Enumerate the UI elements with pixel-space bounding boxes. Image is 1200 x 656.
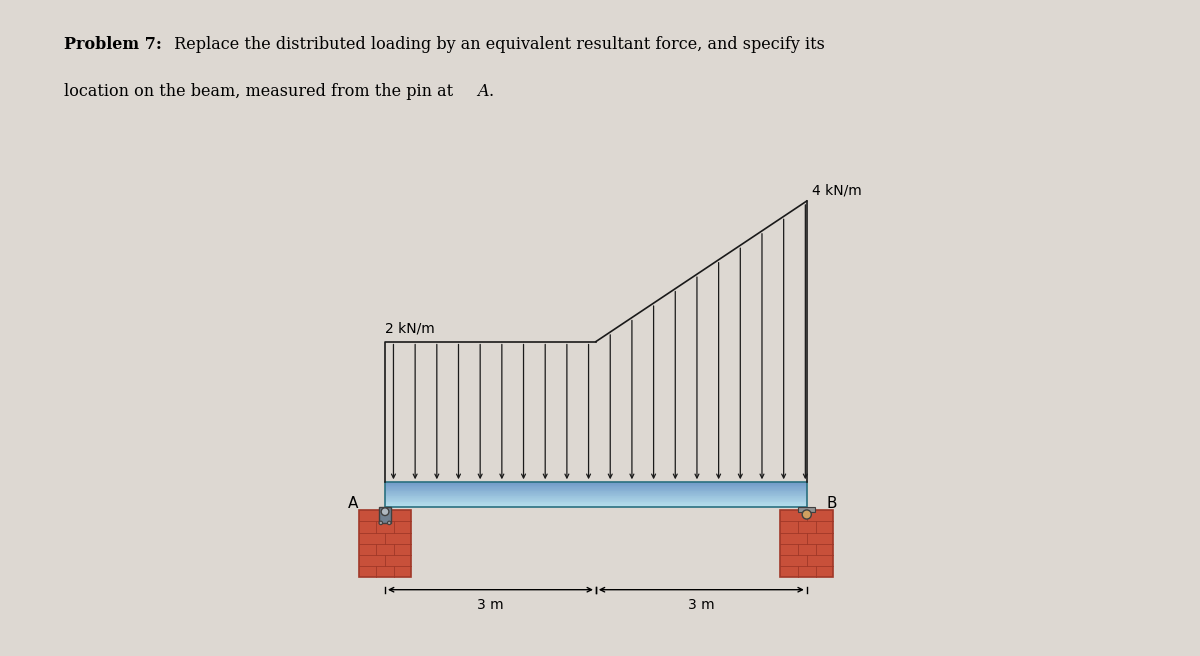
Polygon shape	[385, 504, 806, 505]
Circle shape	[379, 521, 383, 525]
Polygon shape	[385, 484, 806, 485]
Polygon shape	[385, 497, 806, 498]
Polygon shape	[385, 498, 806, 499]
Polygon shape	[385, 485, 806, 486]
Polygon shape	[385, 483, 806, 484]
Text: location on the beam, measured from the pin at: location on the beam, measured from the …	[64, 83, 463, 100]
Bar	[798, 508, 815, 512]
Polygon shape	[385, 503, 806, 504]
Circle shape	[802, 510, 811, 519]
Text: A: A	[478, 83, 490, 100]
Polygon shape	[385, 492, 806, 493]
Polygon shape	[385, 482, 806, 483]
Polygon shape	[385, 506, 806, 508]
Bar	[379, 508, 391, 523]
Polygon shape	[385, 500, 806, 501]
Text: 3 m: 3 m	[688, 598, 715, 612]
Text: 3 m: 3 m	[478, 598, 504, 612]
Polygon shape	[385, 493, 806, 494]
Circle shape	[388, 521, 391, 525]
Polygon shape	[385, 499, 806, 500]
Bar	[359, 510, 412, 577]
Polygon shape	[385, 505, 806, 506]
Polygon shape	[385, 488, 806, 489]
Polygon shape	[385, 486, 806, 487]
Polygon shape	[385, 496, 806, 497]
Polygon shape	[385, 502, 806, 503]
Polygon shape	[385, 489, 806, 490]
Polygon shape	[385, 490, 806, 491]
Polygon shape	[385, 487, 806, 488]
Polygon shape	[385, 501, 806, 502]
Text: 2 kN/m: 2 kN/m	[385, 322, 434, 336]
Text: Replace the distributed loading by an equivalent resultant force, and specify it: Replace the distributed loading by an eq…	[169, 36, 826, 53]
Text: Problem 7:: Problem 7:	[64, 36, 162, 53]
Polygon shape	[385, 494, 806, 495]
Text: A: A	[348, 497, 359, 512]
Polygon shape	[385, 491, 806, 492]
Bar	[780, 510, 833, 577]
Text: .: .	[488, 83, 493, 100]
Text: B: B	[826, 497, 836, 512]
Circle shape	[382, 508, 389, 516]
Polygon shape	[385, 495, 806, 496]
Text: 4 kN/m: 4 kN/m	[812, 184, 862, 197]
